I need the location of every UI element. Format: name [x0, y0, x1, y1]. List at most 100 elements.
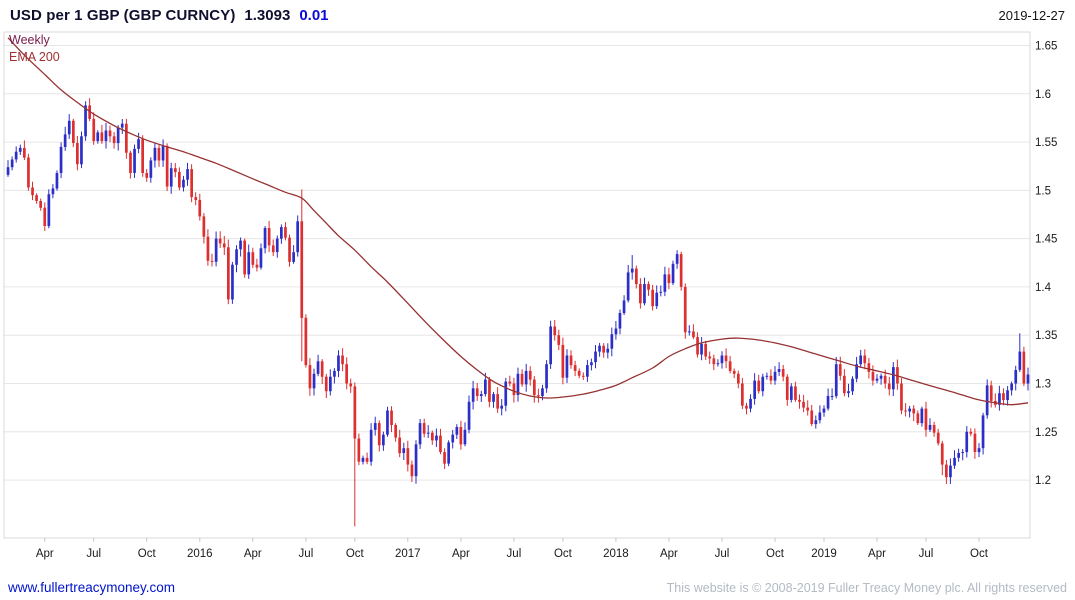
candle [940, 440, 944, 476]
candle [72, 118, 75, 148]
candle [361, 455, 365, 465]
svg-text:2019: 2019 [811, 548, 837, 560]
candle [500, 399, 503, 416]
svg-text:2018: 2018 [603, 548, 629, 560]
svg-text:Apr: Apr [244, 548, 262, 560]
candle [377, 420, 381, 452]
x-axis-labels: Apr Jul Oct 2016 Apr Jul Oct 2017 Apr Jul Oct 2018 A… [36, 538, 989, 560]
candle [186, 162, 189, 186]
candle [765, 372, 769, 380]
candle [43, 202, 47, 231]
candle [630, 255, 634, 280]
candle [773, 366, 777, 385]
candle [373, 416, 377, 436]
candle [133, 144, 136, 178]
candle [904, 403, 907, 417]
candle [504, 377, 508, 412]
candle [830, 388, 834, 401]
candle [769, 369, 773, 385]
candle [1026, 367, 1030, 391]
candle [639, 278, 642, 309]
chart-header: USD per 1 GBP (GBP CURNCY) 1.3093 0.01 2… [0, 0, 1075, 30]
candle [27, 153, 30, 191]
candle [561, 337, 565, 385]
svg-text:1.35: 1.35 [1035, 330, 1057, 342]
candle [512, 377, 516, 403]
candle [1006, 386, 1009, 406]
candle [537, 388, 540, 403]
candle [838, 356, 842, 381]
candle [594, 345, 597, 369]
candle [275, 235, 279, 258]
svg-text:Oct: Oct [554, 548, 573, 560]
candle [998, 385, 1001, 411]
candle [798, 394, 801, 409]
candle [549, 320, 552, 369]
candle [928, 418, 932, 432]
candle [194, 192, 198, 206]
candle [100, 124, 104, 144]
candle [18, 144, 22, 155]
candle [459, 420, 463, 450]
candle [47, 189, 51, 229]
candle [945, 459, 948, 484]
candle [586, 359, 589, 382]
candle [635, 265, 638, 289]
candle [777, 362, 781, 376]
candle [451, 429, 455, 449]
svg-text:Oct: Oct [346, 548, 365, 560]
candle [479, 390, 483, 402]
candle [671, 260, 675, 286]
candle [875, 374, 879, 384]
candle [871, 365, 875, 386]
svg-text:Jul: Jul [299, 548, 314, 560]
as-of-date: 2019-12-27 [998, 7, 1066, 23]
candle [467, 395, 471, 434]
candle [145, 169, 149, 182]
candle [329, 369, 332, 396]
candle [235, 245, 238, 273]
candle [1014, 365, 1018, 391]
candle [533, 376, 536, 403]
candle [206, 229, 210, 266]
candle [161, 139, 165, 167]
candle [341, 348, 344, 372]
candle [414, 440, 418, 484]
candle [6, 160, 10, 177]
last-price: 1.3093 [244, 6, 291, 24]
svg-text:2017: 2017 [395, 548, 421, 560]
candle [492, 391, 495, 408]
svg-text:Jul: Jul [715, 548, 730, 560]
candle [88, 98, 91, 122]
candle [455, 424, 459, 439]
candle [961, 449, 964, 461]
candle [598, 342, 601, 357]
candle [920, 406, 924, 427]
plot-border [3, 31, 1031, 539]
candle [785, 374, 789, 406]
candle [977, 443, 981, 458]
candle [422, 418, 426, 438]
candle [610, 327, 614, 357]
site-link[interactable]: www.fullertreacymoney.com [8, 580, 176, 595]
candle [655, 285, 659, 309]
candle [900, 378, 903, 415]
svg-text:1.3: 1.3 [1035, 379, 1051, 391]
candle [35, 193, 38, 204]
candle [618, 309, 622, 335]
candle [51, 184, 55, 199]
candle [475, 382, 479, 401]
candle [80, 131, 83, 169]
candle [896, 359, 899, 390]
candle [410, 460, 414, 482]
candle [337, 350, 340, 378]
candle [353, 382, 357, 527]
svg-text:Oct: Oct [138, 548, 157, 560]
candle [683, 283, 687, 339]
candle [39, 198, 42, 211]
candle [214, 231, 218, 267]
candle [667, 267, 671, 290]
candle [63, 126, 67, 151]
candle [826, 388, 830, 411]
